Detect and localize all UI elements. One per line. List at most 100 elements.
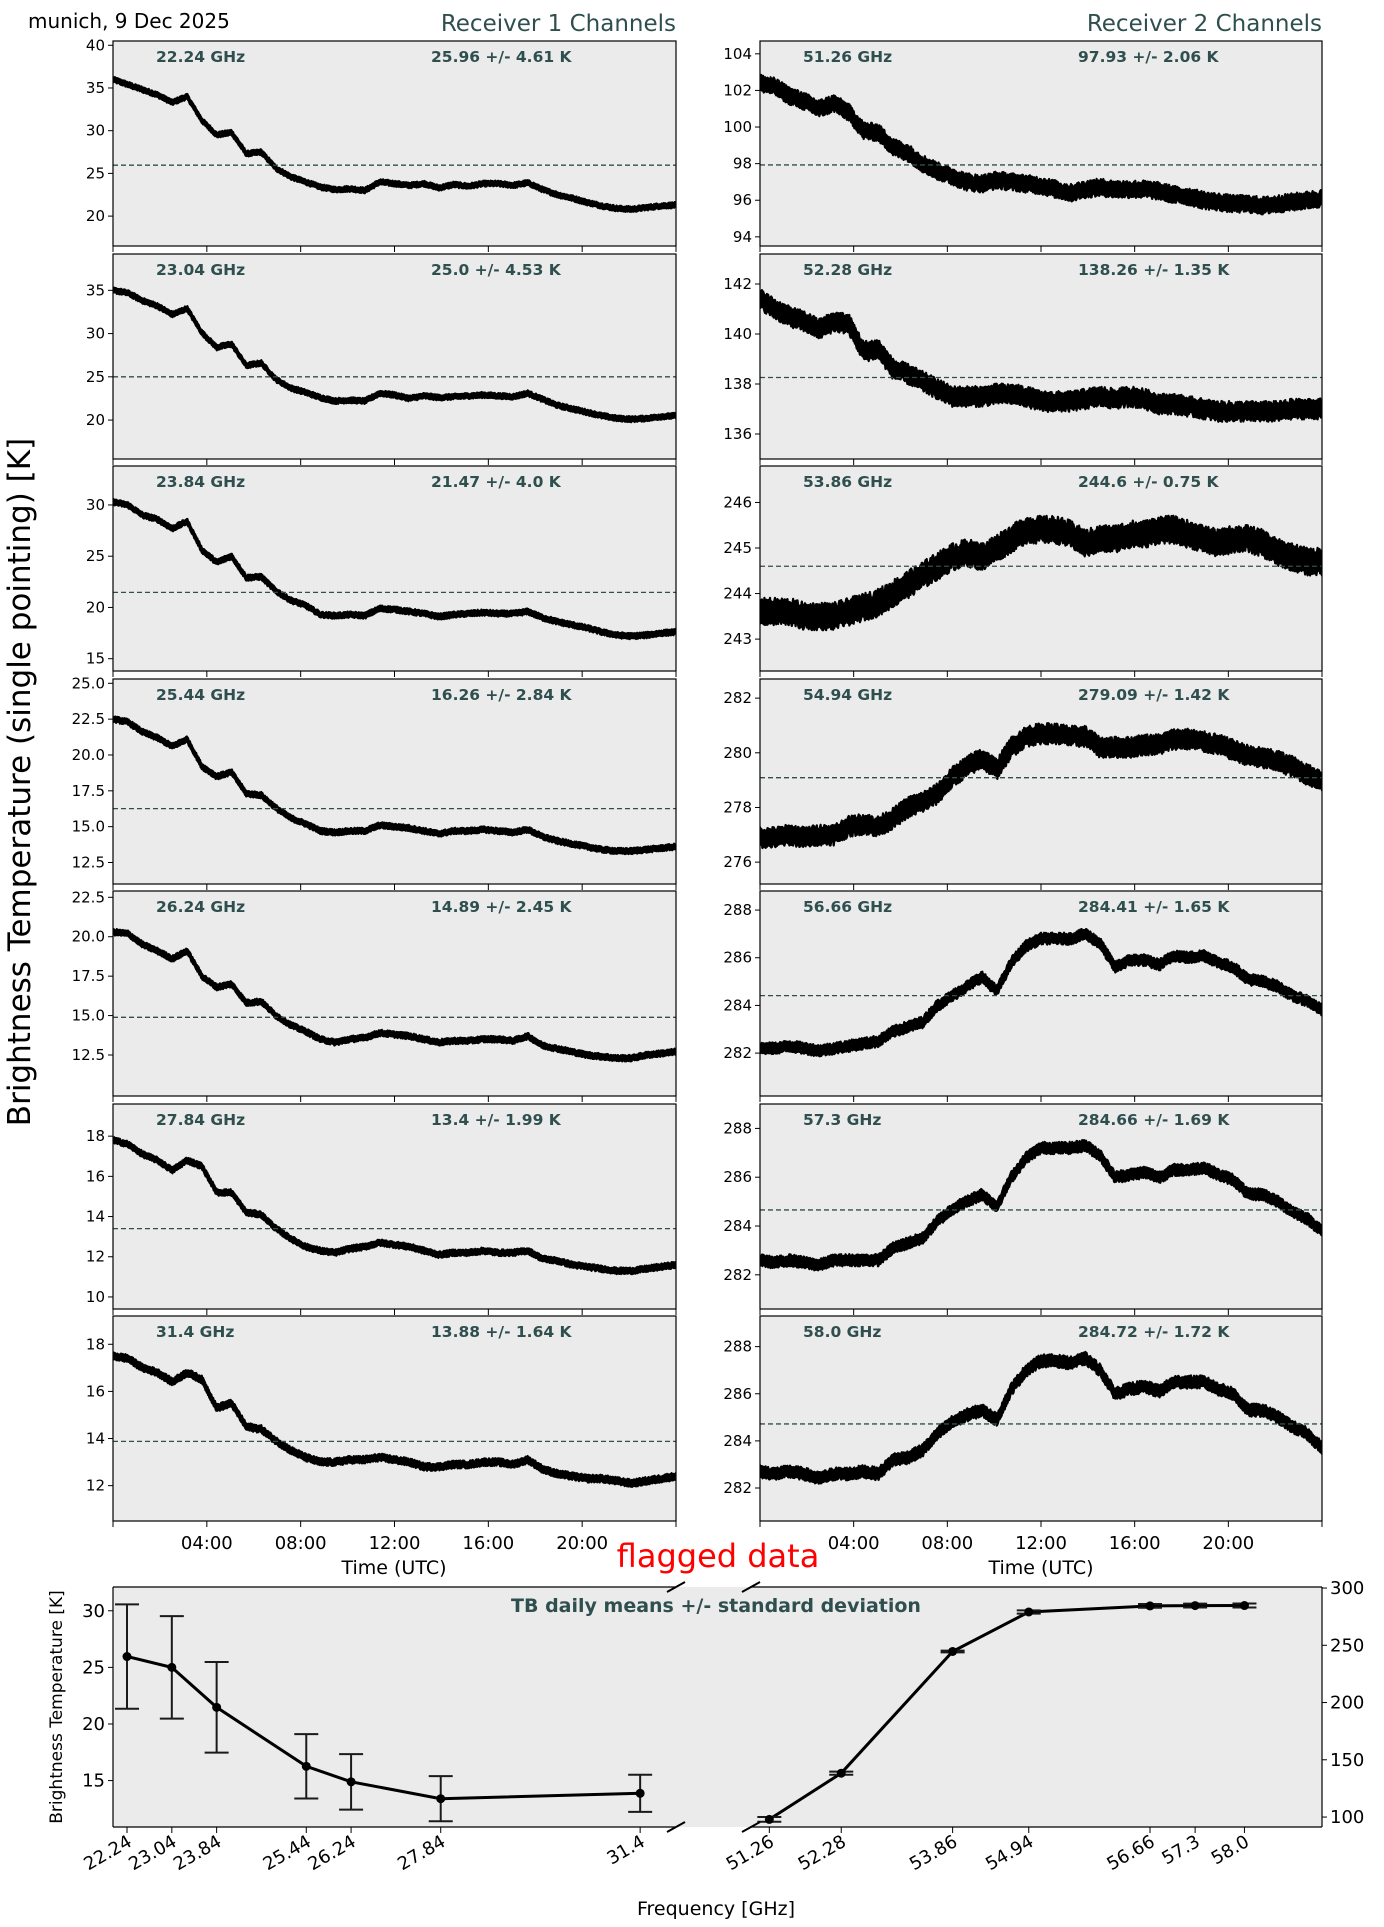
tb-trace [113, 75, 676, 213]
channel-frequency: 54.94 GHz [803, 686, 892, 704]
mean-point [1145, 1601, 1155, 1611]
ytick-label: 30 [86, 325, 105, 343]
ytick-label: 150 [1330, 1750, 1364, 1771]
time-tick-label: 16:00 [462, 1533, 514, 1554]
ytick-label: 244 [723, 585, 752, 603]
ytick-label: 20 [86, 411, 105, 429]
mean-point [167, 1662, 177, 1672]
mean-point [635, 1788, 645, 1798]
panel-background [760, 1104, 1322, 1309]
channel-panel: 136 138 140 142 52.28 GHz 138.26 +/- 1.35 K [723, 253, 1323, 465]
tb-trace [113, 286, 676, 424]
channel-panel: 243 244 245 246 53.86 GHz 244.6 +/- 0.75 K [723, 465, 1323, 677]
ytick-label: 25 [86, 368, 105, 386]
tb-trace [113, 927, 676, 1063]
ytick-label: 284 [723, 996, 752, 1014]
channel-stats: 16.26 +/- 2.84 K [431, 686, 573, 704]
channel-stats: 284.41 +/- 1.65 K [1078, 898, 1230, 916]
time-tick-label: 20:00 [1202, 1533, 1254, 1554]
ytick-label: 280 [723, 744, 752, 762]
time-tick-label: 04:00 [828, 1533, 880, 1554]
ytick-label: 20 [86, 598, 105, 616]
ytick-label: 18 [86, 1335, 105, 1353]
panel-background [760, 41, 1322, 246]
panel-background [113, 466, 676, 671]
channel-frequency: 57.3 GHz [803, 1111, 881, 1129]
time-tick-label: 08:00 [275, 1533, 327, 1554]
channel-panel: 12 14 16 18 31.4 GHz 13.88 +/- 1.64 K [86, 1315, 677, 1527]
tb-trace [760, 73, 1322, 216]
channel-stats: 138.26 +/- 1.35 K [1078, 261, 1230, 279]
ytick-label: 102 [723, 81, 752, 99]
channel-panel: 282 284 286 288 56.66 GHz 284.41 +/- 1.65 K [723, 890, 1323, 1102]
ytick-label: 98 [733, 155, 752, 173]
receiver2-panels: 94 96 98 100 102 104 51.26 GHz 97.93 +/- 2.06 K… [723, 40, 1323, 1527]
ytick-label: 20.0 [72, 746, 105, 764]
mean-point [436, 1794, 446, 1804]
ytick-label: 100 [723, 118, 752, 136]
receiver1-panels: 20 25 30 35 40 22.24 GHz 25.96 +/- 4.61 K 20 25 3… [72, 36, 677, 1527]
rx2-time-xlabel: Time (UTC) [987, 1557, 1093, 1579]
tb-trace [113, 1136, 676, 1276]
freq-tick-label: 56.66 [1103, 1831, 1158, 1875]
channel-stats: 279.09 +/- 1.42 K [1078, 686, 1230, 704]
channel-frequency: 25.44 GHz [156, 686, 245, 704]
mean-point [1239, 1601, 1249, 1611]
ytick-label: 25 [86, 164, 105, 182]
channel-stats: 284.72 +/- 1.72 K [1078, 1323, 1230, 1341]
panel-background [760, 466, 1322, 671]
axis-break-mark [666, 1581, 686, 1593]
tb-trace [760, 1350, 1322, 1485]
freq-tick-label: 25.44 [260, 1831, 315, 1875]
ytick-label: 300 [1330, 1578, 1364, 1599]
ytick-label: 40 [86, 36, 105, 54]
mean-point [948, 1646, 958, 1656]
ytick-label: 30 [82, 1601, 105, 1622]
channel-stats: 13.4 +/- 1.99 K [431, 1111, 562, 1129]
break-gap [676, 1585, 751, 1587]
ytick-label: 15 [86, 650, 105, 668]
time-tick-label: 12:00 [1015, 1533, 1067, 1554]
panel-background [113, 1316, 676, 1521]
ytick-label: 138 [723, 375, 752, 393]
mean-point [212, 1702, 222, 1712]
time-tick-label: 16:00 [1109, 1533, 1161, 1554]
channel-panel: 12.5 15.0 17.5 20.0 22.5 25.0 25.44 GHz 16.26 +… [72, 674, 677, 890]
ytick-label: 246 [723, 493, 752, 511]
channel-frequency: 51.26 GHz [803, 48, 892, 66]
means-ylabel: Brightness Temperature [K] [47, 1590, 67, 1823]
freq-tick-label: 31.4 [603, 1831, 648, 1869]
ytick-label: 96 [733, 191, 752, 209]
ytick-label: 12 [86, 1248, 105, 1266]
channel-panel: 20 25 30 35 23.04 GHz 25.0 +/- 4.53 K [86, 253, 677, 465]
channel-frequency: 23.04 GHz [156, 261, 245, 279]
ytick-label: 200 [1330, 1693, 1364, 1714]
panel-background [760, 254, 1322, 459]
channel-frequency: 31.4 GHz [156, 1323, 234, 1341]
freq-tick-label: 27.84 [394, 1831, 449, 1875]
panel-background [760, 891, 1322, 1096]
tb-trace [760, 1139, 1322, 1272]
panel-background [113, 254, 676, 459]
tb-trace [760, 289, 1322, 423]
tb-trace [760, 514, 1322, 632]
time-tick-label: 20:00 [556, 1533, 608, 1554]
tb-trace [760, 928, 1322, 1058]
ytick-label: 25 [82, 1657, 105, 1678]
ytick-label: 100 [1330, 1807, 1364, 1828]
flagged-data-label: flagged data [617, 1537, 820, 1575]
ytick-label: 104 [723, 45, 752, 63]
ytick-label: 22.5 [72, 710, 105, 728]
channel-frequency: 23.84 GHz [156, 473, 245, 491]
channel-frequency: 52.28 GHz [803, 261, 892, 279]
ytick-label: 15.0 [72, 1007, 105, 1025]
channel-frequency: 58.0 GHz [803, 1323, 881, 1341]
time-axes: 04:00 08:00 12:00 16:00 20:00 04:00 08:00 12:00… [181, 1533, 1254, 1554]
channel-panel: 282 284 286 288 57.3 GHz 284.66 +/- 1.69 K [723, 1103, 1323, 1315]
axis-break-mark [741, 1821, 761, 1833]
ytick-label: 94 [733, 228, 752, 246]
ytick-label: 288 [723, 1119, 752, 1137]
tb-trace [113, 497, 676, 641]
channel-panel: 282 284 286 288 58.0 GHz 284.72 +/- 1.72 K [723, 1315, 1323, 1527]
